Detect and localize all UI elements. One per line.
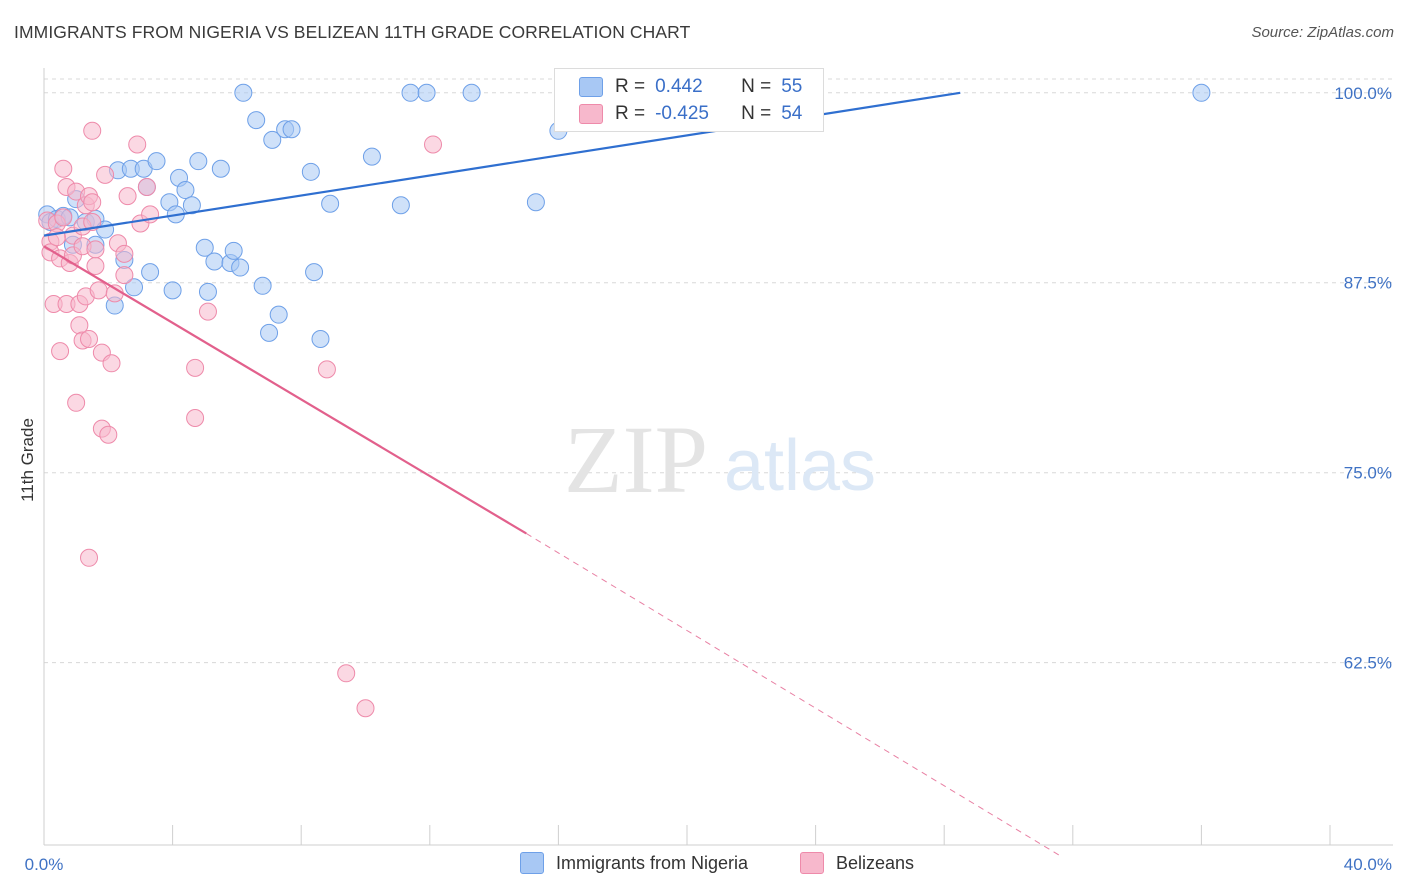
data-point [253,276,272,295]
data-point [311,329,330,348]
data-point [269,305,288,324]
watermark-zip: ZIP [564,406,708,513]
data-point [417,83,436,102]
data-point [83,193,102,212]
data-point [205,252,224,271]
data-point [83,121,102,140]
data-point [462,83,481,102]
y-tick-label: 75.0% [1344,464,1392,483]
data-point [526,193,545,212]
data-point [189,152,208,171]
data-point [1192,83,1211,102]
data-point [67,393,86,412]
n-value: 55 [781,76,803,97]
y-tick-label: 62.5% [1344,654,1392,673]
trend-line-belizeans-extension [525,533,1061,857]
data-point [186,408,205,427]
legend-item-nigeria: Immigrants from Nigeria [520,852,748,874]
legend-swatch-belizeans [800,852,824,874]
data-point [118,187,137,206]
r-label: R = [615,103,646,124]
data-point [54,159,73,178]
y-tick-label: 87.5% [1344,274,1392,293]
r-value: -0.425 [655,103,709,124]
data-point [86,257,105,276]
data-point [115,244,134,263]
data-point [301,162,320,181]
data-point [401,83,420,102]
data-point [198,302,217,321]
y-tick-label: 100.0% [1334,84,1392,103]
legend-swatch-belizeans [579,104,603,124]
data-point [263,130,282,149]
data-point [198,282,217,301]
n-value: 54 [781,103,803,124]
watermark: ZIP atlas [564,406,876,513]
data-point [137,178,156,197]
data-point [89,281,108,300]
r-value: 0.442 [655,76,703,97]
data-point [128,135,147,154]
data-point [317,360,336,379]
data-point [260,323,279,342]
data-point [195,238,214,257]
y-axis-label: 11th Grade [18,418,37,502]
data-point [224,241,243,260]
data-point [182,196,201,215]
axes [43,68,1393,846]
legend-row-nigeria: R = 0.442 N = 55 [579,73,802,101]
data-point [247,111,266,130]
data-point [83,212,102,231]
r-label: R = [615,76,646,97]
data-point [102,354,121,373]
data-point [96,165,115,184]
data-point [356,699,375,718]
legend-swatch-nigeria [579,77,603,97]
series-legend: Immigrants from Nigeria Belizeans [0,852,1406,878]
n-label: N = [741,103,772,124]
chart-title: IMMIGRANTS FROM NIGERIA VS BELIZEAN 11TH… [14,22,691,42]
data-point [231,258,250,277]
x-tick-label: 40.0% [1344,855,1392,874]
data-point [337,664,356,683]
data-point [115,266,134,285]
data-point [186,358,205,377]
watermark-atlas: atlas [724,426,876,506]
legend-row-belizeans: R = -0.425 N = 54 [579,100,802,128]
legend-label-belizeans: Belizeans [836,852,915,873]
data-point [305,263,324,282]
legend-item-belizeans: Belizeans [800,852,914,874]
data-point [391,196,410,215]
trend-line-belizeans [43,245,527,535]
data-point [80,548,99,567]
data-point [80,329,99,348]
data-point [282,120,301,139]
n-label: N = [741,76,772,97]
data-point [147,152,166,171]
data-point [51,342,70,361]
data-point [211,159,230,178]
data-point [125,278,144,297]
data-point [176,181,195,200]
data-point [163,281,182,300]
data-point [86,240,105,259]
data-point [424,135,443,154]
data-point [99,425,118,444]
data-point [321,194,340,213]
data-point [54,208,73,227]
grid-lines [44,78,1393,664]
data-point [47,228,66,247]
data-point [141,263,160,282]
data-point [362,147,381,166]
x-tick-label: 0.0% [25,855,64,874]
source-label: Source: ZipAtlas.com [1251,24,1394,41]
legend-swatch-nigeria [520,852,544,874]
legend-label-nigeria: Immigrants from Nigeria [556,852,749,873]
data-point [234,83,253,102]
correlation-legend: R = 0.442 N = 55 R = -0.425 N = 54 [554,68,824,132]
